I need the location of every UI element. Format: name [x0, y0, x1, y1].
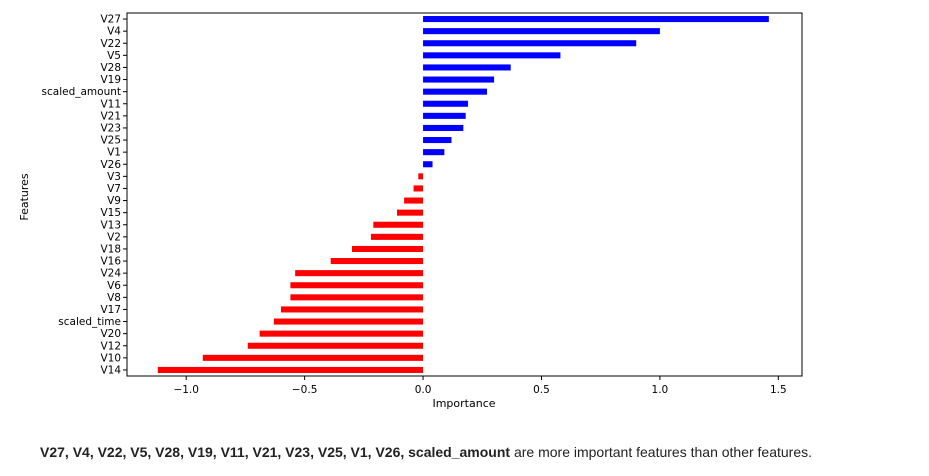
bar-V21	[423, 112, 466, 119]
y-tick-label: V13	[100, 219, 121, 231]
bar-V6	[290, 282, 424, 289]
x-tick-label: 0.0	[415, 384, 432, 396]
bar-V19	[423, 76, 495, 83]
y-tick-label: V21	[100, 110, 121, 122]
feature-importance-chart: V27V4V22V5V28V19scaled_amountV11V21V23V2…	[18, 12, 803, 410]
y-tick-label: V20	[100, 328, 121, 340]
y-tick-label: V17	[100, 304, 121, 316]
bar-V8	[290, 294, 424, 301]
bar-V24	[295, 270, 424, 277]
y-tick-label: scaled_time	[58, 316, 121, 328]
y-tick-label: V3	[107, 171, 121, 183]
y-tick-label: V5	[107, 50, 121, 62]
bar-V23	[423, 124, 464, 131]
y-tick-label: V4	[107, 26, 121, 38]
bar-scaled_time	[273, 318, 424, 325]
caption-bold-features: V27, V4, V22, V5, V28, V19, V11, V21, V2…	[40, 444, 511, 460]
y-tick-label: V18	[100, 243, 121, 255]
y-tick-label: V22	[100, 38, 121, 50]
x-axis-label: Importance	[432, 397, 495, 410]
bar-V13	[373, 221, 424, 228]
y-tick-label: V12	[100, 340, 121, 352]
x-tick-label: −0.5	[292, 384, 318, 396]
y-tick-label: V28	[100, 62, 121, 74]
bar-V17	[280, 306, 424, 313]
bar-V26	[423, 161, 433, 168]
bar-V3	[418, 173, 424, 180]
y-tick-label: V27	[100, 14, 121, 26]
x-tick-label: −1.0	[173, 384, 199, 396]
x-tick-label: 0.5	[533, 384, 550, 396]
caption: V27, V4, V22, V5, V28, V19, V11, V21, V2…	[40, 444, 812, 460]
y-axis-label: Features	[18, 173, 31, 221]
y-tick-label: V11	[100, 98, 121, 110]
bar-V16	[330, 258, 424, 265]
bar-V1	[423, 149, 445, 156]
bar-V20	[259, 330, 424, 337]
bar-scaled_amount	[423, 88, 487, 95]
bar-V10	[202, 354, 424, 361]
bar-V25	[423, 137, 452, 144]
x-tick-label: 1.5	[770, 384, 787, 396]
bar-V5	[423, 52, 561, 59]
y-tick-label: V6	[107, 280, 121, 292]
y-tick-label: V23	[100, 122, 121, 134]
y-tick-label: V24	[100, 268, 121, 280]
bar-V28	[423, 64, 511, 71]
y-tick-label: V15	[100, 207, 121, 219]
y-tick-label: V19	[100, 74, 121, 86]
y-tick-label: V25	[100, 135, 121, 147]
y-tick-label: V26	[100, 159, 121, 171]
bar-V22	[423, 40, 637, 47]
y-tick-label: V16	[100, 256, 121, 268]
y-tick-label: V14	[100, 364, 121, 376]
bar-V7	[413, 185, 424, 192]
bar-V4	[423, 28, 660, 35]
caption-rest: are more important features than other f…	[510, 444, 813, 460]
bar-V15	[397, 209, 424, 216]
y-tick-label: V2	[107, 231, 121, 243]
y-tick-label: V9	[107, 195, 121, 207]
bar-V12	[247, 342, 424, 349]
bar-V2	[370, 233, 424, 240]
bar-V11	[423, 100, 469, 107]
y-tick-label: V10	[100, 352, 121, 364]
y-tick-label: V7	[107, 183, 121, 195]
y-tick-label: V8	[107, 292, 121, 304]
y-tick-label: scaled_amount	[42, 86, 121, 98]
x-tick-label: 1.0	[652, 384, 669, 396]
axes-frame	[126, 12, 803, 377]
bar-V27	[423, 16, 769, 23]
bar-V18	[352, 245, 424, 252]
bar-V9	[404, 197, 424, 204]
bar-V14	[157, 366, 424, 373]
y-tick-label: V1	[107, 147, 121, 159]
